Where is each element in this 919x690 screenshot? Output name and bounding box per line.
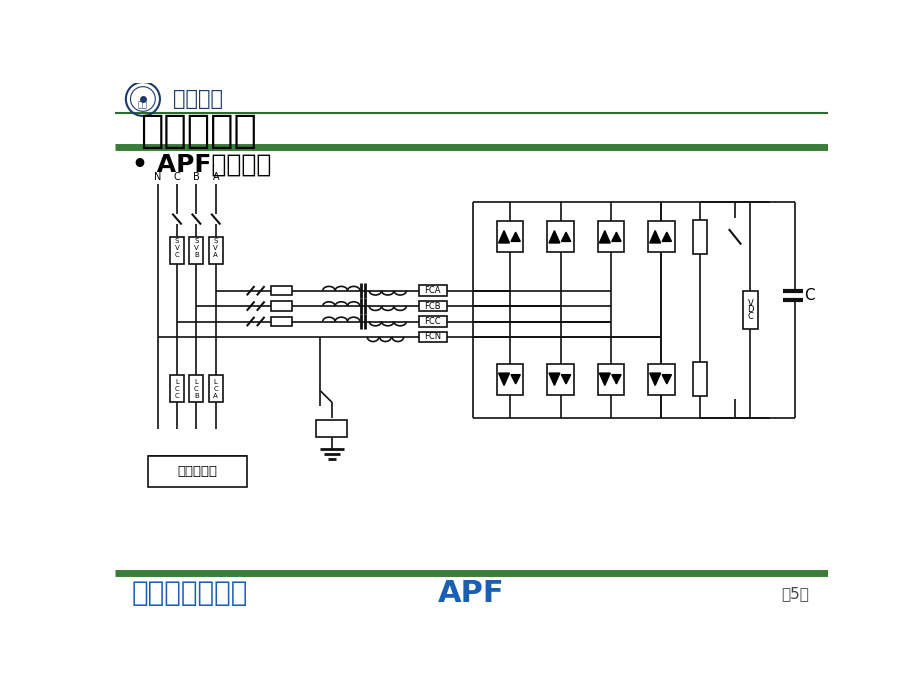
Text: S: S <box>213 239 218 244</box>
Text: 二、主电路: 二、主电路 <box>140 112 256 150</box>
Text: V: V <box>194 246 199 251</box>
Polygon shape <box>598 373 609 386</box>
Bar <box>418 285 447 296</box>
Text: L: L <box>213 380 218 385</box>
Bar <box>418 316 447 327</box>
Text: N: N <box>153 172 161 181</box>
Bar <box>189 375 203 402</box>
Polygon shape <box>598 230 609 243</box>
Text: • APF主电路图: • APF主电路图 <box>132 152 271 177</box>
Text: S: S <box>194 239 199 244</box>
Bar <box>170 375 184 402</box>
Polygon shape <box>510 232 520 241</box>
Text: C: C <box>747 312 753 321</box>
Bar <box>648 364 674 395</box>
Bar <box>648 221 674 253</box>
Bar <box>147 456 246 487</box>
Text: C: C <box>194 386 199 392</box>
Text: FCA: FCA <box>424 286 440 295</box>
Text: L: L <box>194 380 199 385</box>
Text: A: A <box>213 253 218 258</box>
Polygon shape <box>549 373 560 386</box>
Text: C: C <box>175 386 179 392</box>
Text: 有源电力滤波器: 有源电力滤波器 <box>132 580 248 607</box>
Bar <box>692 220 707 254</box>
Text: S: S <box>175 239 179 244</box>
Bar <box>496 364 523 395</box>
Text: C: C <box>213 386 218 392</box>
Text: D: D <box>746 306 753 315</box>
Bar <box>547 364 573 395</box>
Text: 安徽大学: 安徽大学 <box>173 89 223 109</box>
Bar <box>270 302 292 310</box>
Polygon shape <box>649 230 660 243</box>
Bar <box>270 317 292 326</box>
Text: L: L <box>175 380 178 385</box>
Polygon shape <box>561 232 570 241</box>
Bar <box>692 362 707 396</box>
Text: A: A <box>213 393 218 400</box>
Text: B: B <box>194 393 199 400</box>
Text: V: V <box>175 246 179 251</box>
Text: C: C <box>175 393 179 400</box>
Text: APF: APF <box>437 579 505 608</box>
Text: FCB: FCB <box>424 302 440 310</box>
Text: 第5页: 第5页 <box>780 586 809 601</box>
Polygon shape <box>549 230 560 243</box>
Polygon shape <box>649 373 660 386</box>
Polygon shape <box>510 375 520 384</box>
Bar <box>189 237 203 264</box>
Polygon shape <box>662 375 671 384</box>
Text: V: V <box>747 299 753 308</box>
Bar <box>742 290 757 329</box>
Text: FCN: FCN <box>424 333 441 342</box>
Polygon shape <box>561 375 570 384</box>
Bar <box>597 364 623 395</box>
Polygon shape <box>611 232 620 241</box>
Text: FCC: FCC <box>424 317 440 326</box>
Bar <box>170 237 184 264</box>
Text: A: A <box>212 172 219 181</box>
Text: C: C <box>803 288 814 303</box>
Bar <box>418 331 447 342</box>
Polygon shape <box>498 230 509 243</box>
Bar <box>209 375 222 402</box>
Bar <box>547 221 573 253</box>
Text: C: C <box>175 253 179 258</box>
Polygon shape <box>662 232 671 241</box>
Text: 非线性负荷: 非线性负荷 <box>177 465 217 478</box>
Text: 安大: 安大 <box>138 100 148 109</box>
Text: C: C <box>174 172 180 181</box>
Bar <box>316 420 347 437</box>
Text: B: B <box>194 253 199 258</box>
Bar <box>597 221 623 253</box>
Bar <box>209 237 222 264</box>
Text: B: B <box>193 172 199 181</box>
Polygon shape <box>498 373 509 386</box>
Bar <box>418 301 447 311</box>
Text: V: V <box>213 246 218 251</box>
Bar <box>496 221 523 253</box>
Bar <box>270 286 292 295</box>
Polygon shape <box>611 375 620 384</box>
